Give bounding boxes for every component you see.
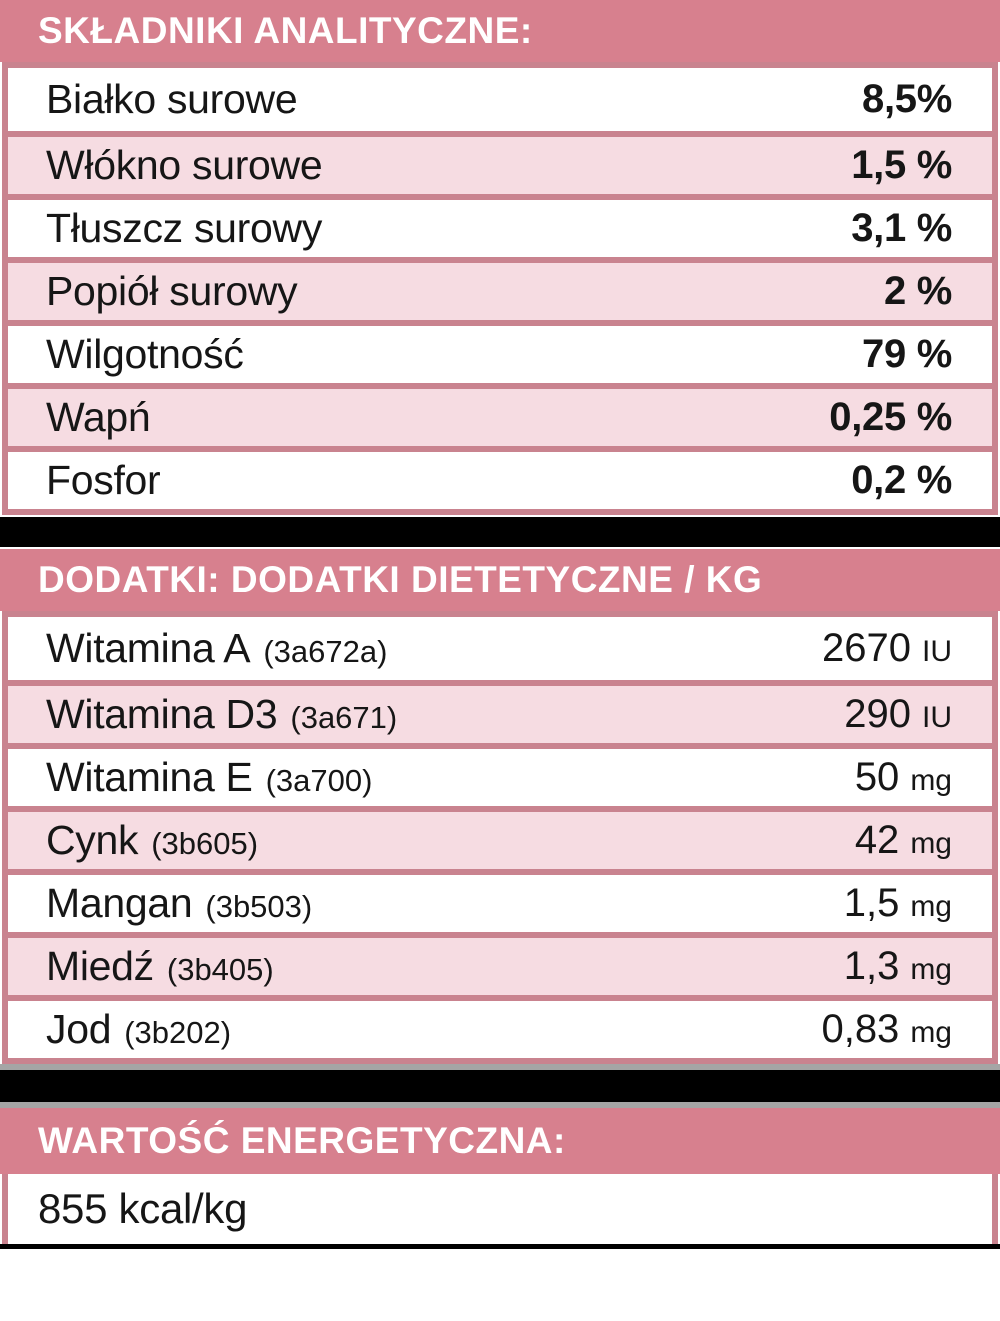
additive-unit: mg (910, 764, 952, 797)
analytical-row-label: Włókno surowe (46, 142, 323, 188)
analytical-components-section: SKŁADNIKI ANALITYCZNE: Białko surowe 8,5… (0, 0, 1000, 515)
section-divider-black-2 (0, 1070, 1000, 1102)
energy-value-header: WARTOŚĆ ENERGETYCZNA: (0, 1108, 1000, 1174)
analytical-row-label: Popiół surowy (46, 268, 298, 314)
additive-row: Cynk (3b605) 42 mg (8, 806, 992, 869)
analytical-row-label: Białko surowe (46, 76, 298, 122)
bottom-edge-strip (0, 1244, 1000, 1249)
additive-row-value: 290 IU (844, 692, 952, 737)
additive-row-value: 50 mg (855, 755, 952, 800)
analytical-components-table: Białko surowe 8,5% Włókno surowe 1,5 % T… (2, 62, 998, 515)
additive-amount: 50 (854, 755, 900, 799)
analytical-row-value: 0,25 % (829, 395, 952, 439)
analytical-row-label: Tłuszcz surowy (46, 205, 323, 251)
energy-value-text: 855 kcal/kg (38, 1185, 248, 1232)
analytical-row: Włókno surowe 1,5 % (8, 131, 992, 194)
additive-amount: 42 (854, 818, 900, 862)
additive-code: (3b605) (151, 826, 259, 861)
additive-name: Witamina A (46, 625, 251, 671)
section-divider-gray-bottom (0, 1102, 1000, 1108)
additive-row-value: 1,5 mg (844, 881, 952, 926)
additive-row: Witamina D3 (3a671) 290 IU (8, 680, 992, 743)
dietary-additives-title: DODATKI: DODATKI DIETETYCZNE / KG (38, 559, 763, 600)
analytical-row-value: 3,1 % (851, 206, 952, 250)
analytical-row-value: 8,5% (862, 77, 952, 121)
analytical-row-value: 1,5 % (851, 143, 952, 187)
analytical-row: Wilgotność 79 % (8, 320, 992, 383)
analytical-components-title: SKŁADNIKI ANALITYCZNE: (38, 10, 533, 51)
additive-row: Witamina A (3a672a) 2670 IU (8, 617, 992, 680)
additive-row: Jod (3b202) 0,83 mg (8, 995, 992, 1058)
analytical-row-label: Wapń (46, 394, 151, 440)
additive-amount: 1,5 (843, 881, 900, 925)
additive-code: (3a700) (265, 763, 373, 798)
additive-name: Witamina D3 (46, 691, 278, 737)
analytical-row: Popiół surowy 2 % (8, 257, 992, 320)
additive-unit: mg (910, 1016, 952, 1049)
analytical-row-label: Fosfor (46, 457, 161, 503)
energy-value-title: WARTOŚĆ ENERGETYCZNA: (38, 1120, 566, 1161)
additive-name: Cynk (46, 817, 139, 863)
additive-name: Mangan (46, 880, 193, 926)
additive-row-value: 42 mg (855, 818, 952, 863)
additive-row-label: Jod (3b202) (46, 1006, 231, 1053)
additive-unit: mg (910, 953, 952, 986)
pet-food-nutrition-label: SKŁADNIKI ANALITYCZNE: Białko surowe 8,5… (0, 0, 1000, 1249)
additive-row-label: Cynk (3b605) (46, 817, 258, 864)
energy-value-row: 855 kcal/kg (2, 1174, 998, 1244)
analytical-row: Wapń 0,25 % (8, 383, 992, 446)
additive-amount: 1,3 (843, 944, 900, 988)
additive-unit: IU (922, 635, 952, 668)
section-divider-gray-top (0, 1064, 1000, 1070)
dietary-additives-header: DODATKI: DODATKI DIETETYCZNE / KG (0, 549, 1000, 611)
analytical-row-value: 2 % (883, 269, 952, 313)
additive-row-label: Witamina D3 (3a671) (46, 691, 397, 738)
additive-amount: 290 (844, 692, 911, 736)
analytical-row: Tłuszcz surowy 3,1 % (8, 194, 992, 257)
additive-row-value: 2670 IU (822, 626, 952, 671)
additive-row-value: 0,83 mg (821, 1007, 952, 1052)
additive-row: Witamina E (3a700) 50 mg (8, 743, 992, 806)
additive-code: (3b405) (166, 952, 274, 987)
additive-code: (3b503) (205, 889, 313, 924)
dietary-additives-table: Witamina A (3a672a) 2670 IU Witamina D3 … (2, 611, 998, 1064)
dietary-additives-section: DODATKI: DODATKI DIETETYCZNE / KG Witami… (0, 549, 1000, 1064)
additive-name: Witamina E (46, 754, 253, 800)
additive-row-label: Witamina A (3a672a) (46, 625, 387, 672)
analytical-row-label: Wilgotność (46, 331, 244, 377)
energy-value-section: WARTOŚĆ ENERGETYCZNA: 855 kcal/kg (0, 1108, 1000, 1244)
additive-row-label: Miedź (3b405) (46, 943, 274, 990)
additive-code: (3b202) (124, 1015, 232, 1050)
additive-row-label: Mangan (3b503) (46, 880, 312, 927)
analytical-row-value: 0,2 % (851, 458, 952, 502)
additive-amount: 0,83 (821, 1007, 900, 1051)
additive-code: (3a672a) (263, 634, 388, 669)
analytical-row: Fosfor 0,2 % (8, 446, 992, 509)
additive-row: Mangan (3b503) 1,5 mg (8, 869, 992, 932)
additive-name: Miedź (46, 943, 154, 989)
additive-row: Miedź (3b405) 1,3 mg (8, 932, 992, 995)
additive-code: (3a671) (290, 700, 398, 735)
additive-amount: 2670 (822, 626, 911, 670)
additive-unit: IU (922, 701, 952, 734)
additive-row-label: Witamina E (3a700) (46, 754, 372, 801)
analytical-row-value: 79 % (862, 332, 952, 376)
analytical-components-header: SKŁADNIKI ANALITYCZNE: (0, 0, 1000, 62)
additive-name: Jod (46, 1006, 112, 1052)
additive-unit: mg (910, 890, 952, 923)
additive-unit: mg (910, 827, 952, 860)
section-divider-black-1 (0, 517, 1000, 547)
analytical-row: Białko surowe 8,5% (8, 68, 992, 131)
additive-row-value: 1,3 mg (844, 944, 952, 989)
